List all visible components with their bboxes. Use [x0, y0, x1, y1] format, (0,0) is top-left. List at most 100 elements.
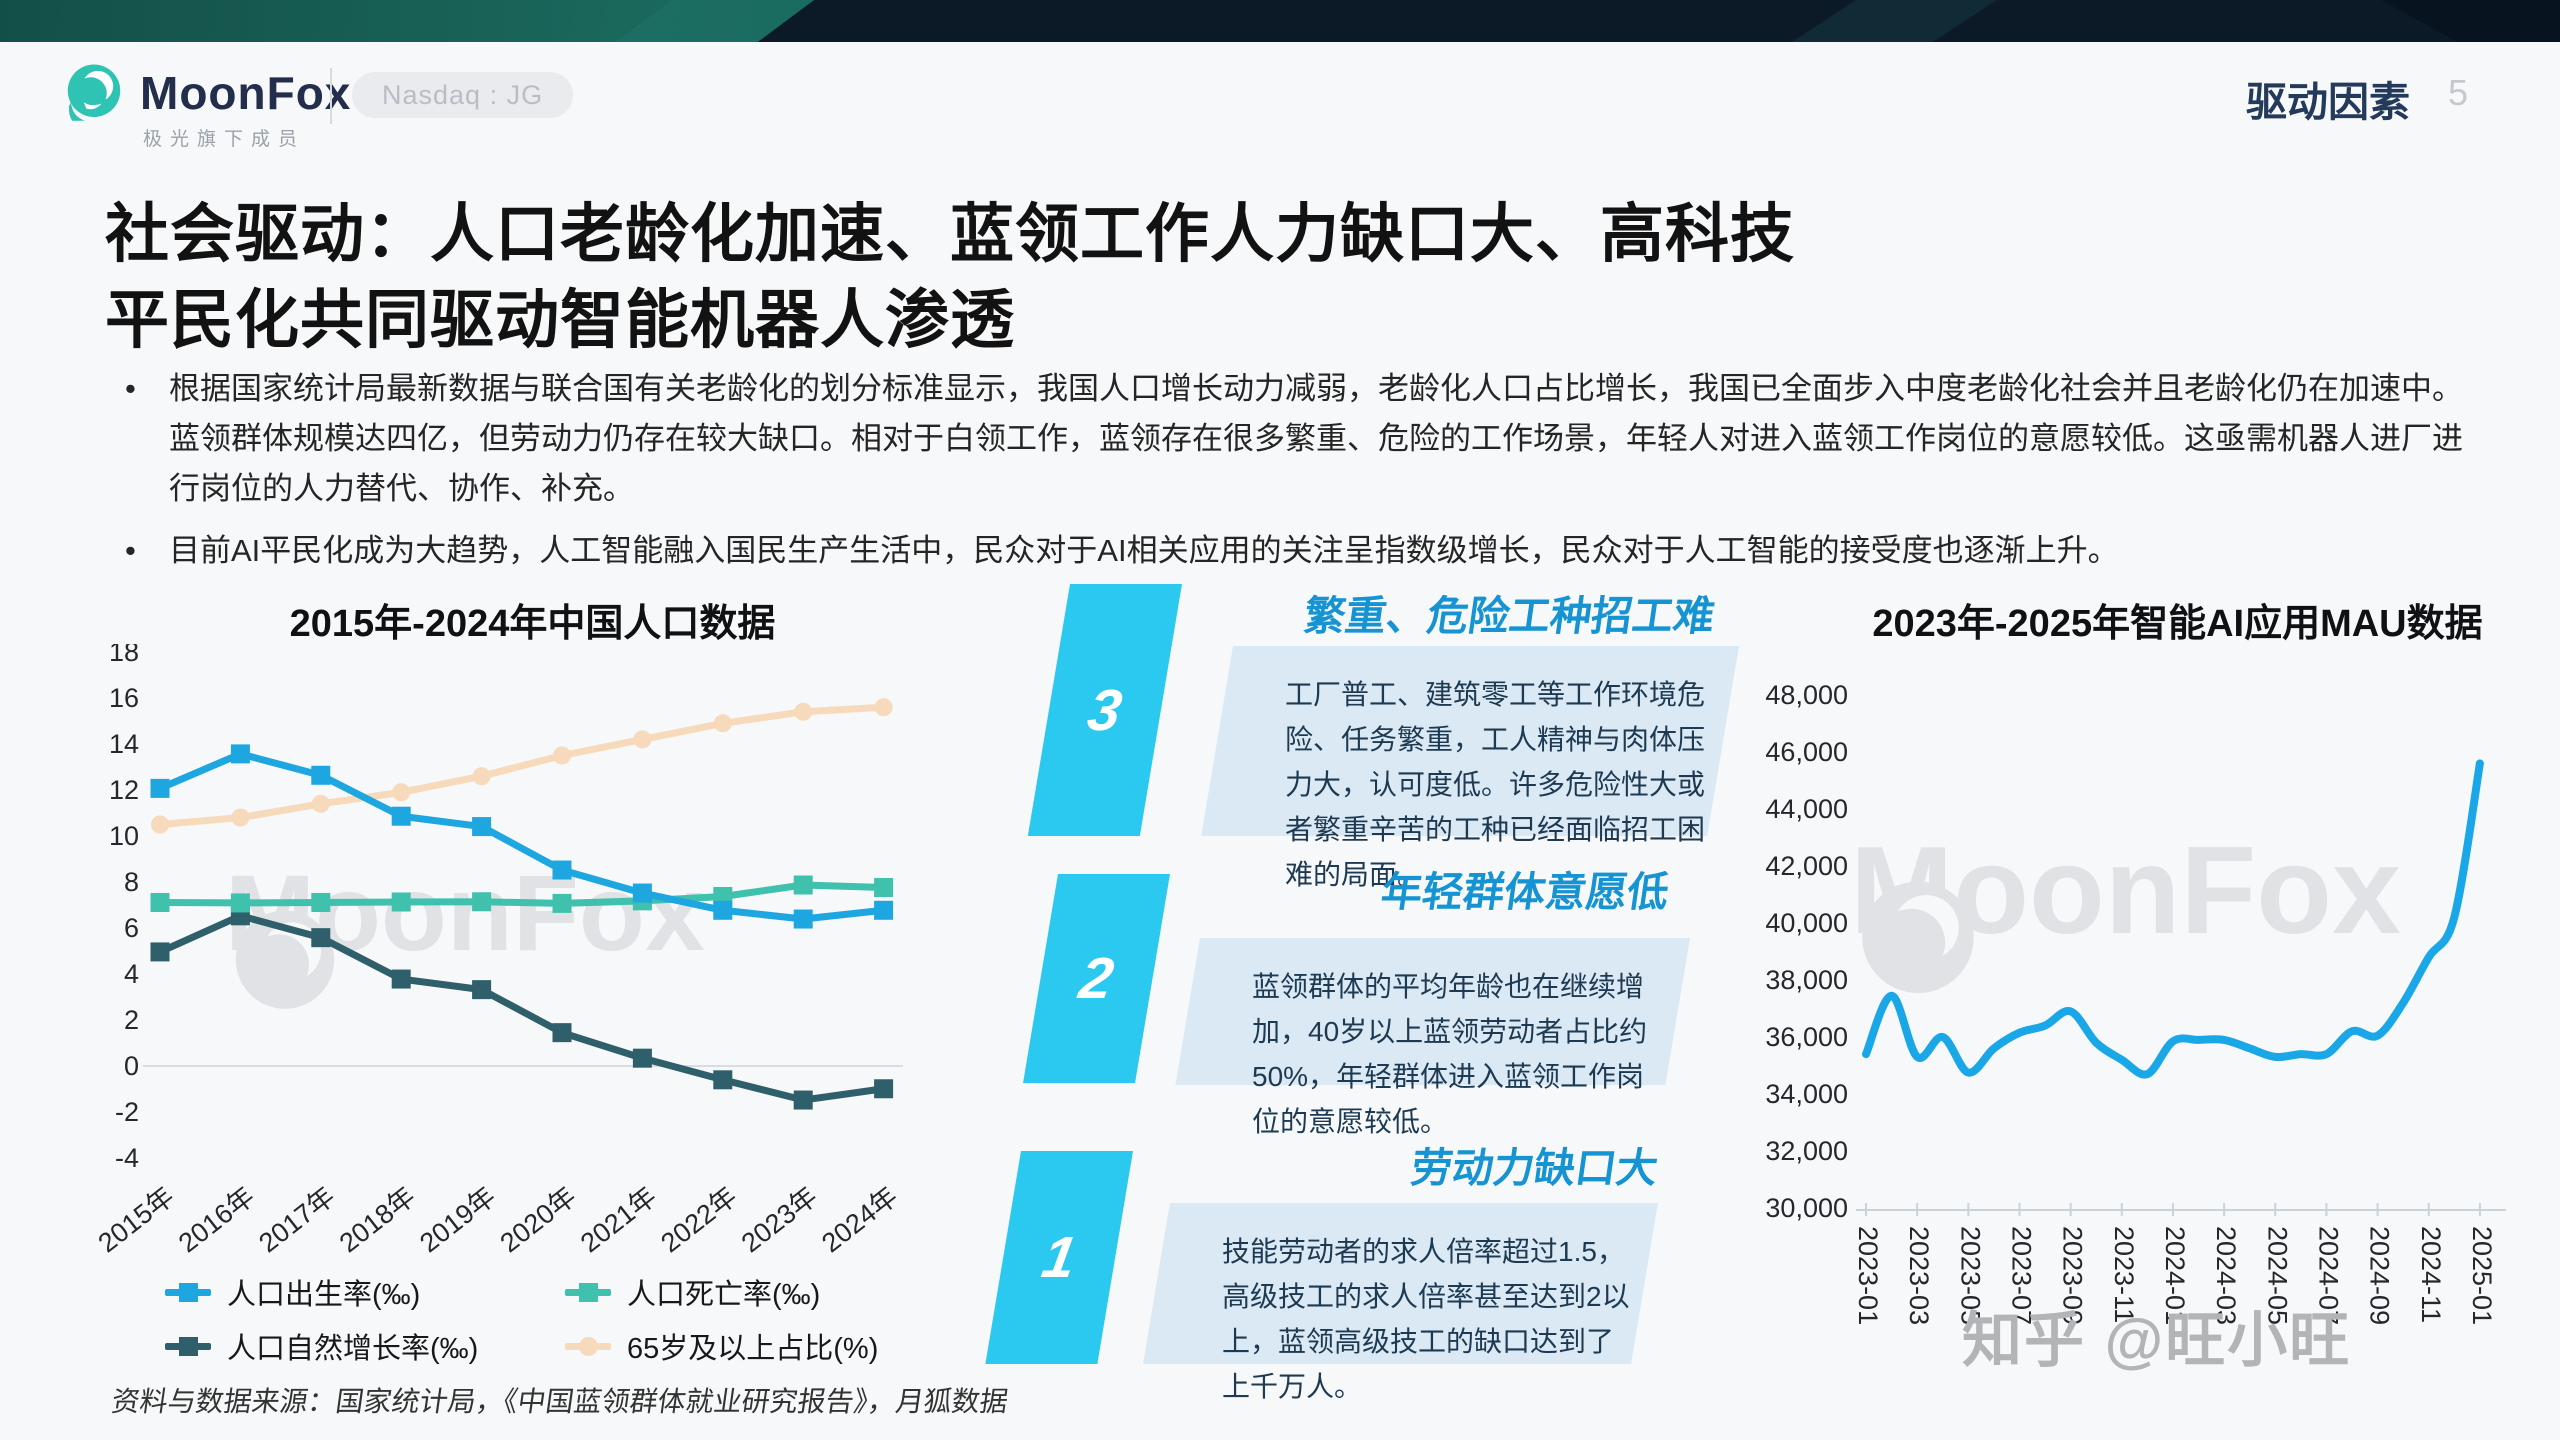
data-point [311, 928, 331, 948]
x-axis-tick-label: 2023-03 [1904, 1226, 1934, 1325]
mau-chart-title: 2023年-2025年智能AI应用MAU数据 [1872, 603, 2483, 645]
data-point [874, 878, 894, 898]
x-axis-tick-label: 2024年 [816, 1181, 903, 1258]
x-axis-tick-label: 2018年 [334, 1181, 421, 1258]
data-point [391, 892, 411, 912]
data-point [472, 892, 492, 912]
logo-subtext: 极光旗下成员 [143, 129, 306, 150]
data-point [391, 969, 411, 989]
x-axis-tick-label: 2023-07 [2006, 1226, 2036, 1325]
bullet-list: 根据国家统计局最新数据与联合国有关老龄化的划分标准显示，我国人口增长动力减弱，老… [105, 364, 2480, 588]
title-line-1: 社会驱动：人口老龄化加速、蓝领工作人力缺口大、高科技 [105, 197, 1795, 270]
x-axis-tick-label: 2024-11 [2416, 1226, 2446, 1323]
y-axis-tick-label: 32,000 [1765, 1136, 1848, 1166]
moonfox-watermark: MoonFox [1850, 820, 2401, 994]
x-axis-tick-label: 2020年 [495, 1181, 582, 1258]
data-point [633, 730, 652, 749]
data-point [713, 714, 732, 733]
driver-body-1-text: 技能劳动者的求人倍率超过1.5，高级技工的求人倍率甚至达到2以上，蓝领高级技工的… [1222, 1236, 1630, 1402]
legend-marker-shape [179, 1336, 198, 1356]
data-point [150, 892, 170, 912]
driver-body-2: 蓝领群体的平均年龄也在继续增加，40岁以上蓝领劳动者占比约50%，年轻群体进入蓝… [1175, 938, 1690, 1137]
legend-item: 65岁及以上占比(%) [565, 1328, 965, 1365]
legend-marker [165, 1336, 211, 1356]
y-axis-tick-label: 48,000 [1765, 680, 1848, 710]
driver-title-3-text: 繁重、危险工种招工难 [1301, 593, 1718, 639]
driver-title-3: 繁重、危险工种招工难 [1233, 582, 1717, 642]
data-point [311, 765, 331, 785]
data-point [230, 893, 250, 913]
legend-item: 人口死亡率(‰) [565, 1274, 965, 1311]
data-point [151, 815, 169, 834]
header-divider [330, 68, 332, 124]
driver-number-3: 3 [1027, 584, 1182, 836]
y-axis-tick-label: 14 [109, 729, 139, 759]
mau-chart: MoonFox 2023年-2025年智能AI应用MAU数据 48,000 46,… [1700, 592, 2535, 1402]
moonfox-watermark-icon [1862, 881, 1974, 994]
driver-body-1: 技能劳动者的求人倍率超过1.5，高级技工的求人倍率甚至达到2以上，蓝领高级技工的… [1143, 1203, 1658, 1402]
data-source-note: 资料与数据来源：国家统计局，《中国蓝领群体就业研究报告》，月狐数据 [110, 1380, 1010, 1420]
y-axis-tick-label: 40,000 [1765, 908, 1848, 938]
y-axis-tick-label: 34,000 [1765, 1079, 1848, 1109]
data-point [472, 767, 491, 786]
legend-label: 人口死亡率(‰) [627, 1279, 821, 1311]
data-point [230, 744, 250, 764]
y-axis-tick-label: 36,000 [1765, 1022, 1848, 1052]
legend-marker-shape [579, 1336, 598, 1356]
data-point [793, 1090, 813, 1110]
x-axis-tick-label: 2024-05 [2262, 1226, 2292, 1325]
series-line [158, 750, 884, 923]
driver-number-1: 1 [985, 1151, 1133, 1364]
mau-chart-plot: 48,000 46,000 44,000 42,000 40,000 38,000 36,0… [1765, 680, 2506, 1325]
legend-label: 人口自然增长率(‰) [227, 1333, 479, 1365]
data-point [713, 1070, 733, 1090]
legend-item: 人口出生率(‰) [165, 1274, 565, 1311]
x-axis-tick-label: 2024-03 [2211, 1226, 2241, 1325]
legend-label: 人口出生率(‰) [227, 1279, 421, 1311]
x-axis-tick-label: 2016年 [173, 1181, 260, 1258]
data-point [150, 942, 170, 962]
population-chart-plot: 181614121086420-2-42015年2016年2017年2018年2… [95, 644, 903, 1258]
nasdaq-badge: Nasdaq : JG [352, 72, 574, 118]
data-point [472, 817, 492, 837]
data-point [391, 806, 411, 826]
data-point [793, 909, 813, 929]
y-axis-tick-label: -2 [115, 1097, 139, 1127]
y-axis-tick-label: 42,000 [1765, 851, 1848, 881]
data-point [632, 1048, 652, 1068]
logo-wordmark: MoonFox [140, 67, 352, 119]
y-axis-tick-label: 6 [124, 913, 139, 943]
legend-marker [165, 1282, 211, 1302]
page-title: 社会驱动：人口老龄化加速、蓝领工作人力缺口大、高科技 平民化共同驱动智能机器人渗… [105, 191, 2475, 363]
y-axis-tick-label: 2 [124, 1005, 139, 1035]
data-point [552, 860, 572, 880]
population-chart: MoonFox 2015年-2024年中国人口数据 18 16 14 12 10 8 6 4 2… [95, 592, 940, 1412]
y-axis-tick-label: 16 [109, 683, 139, 713]
x-axis-tick-label: 2024-01 [2160, 1226, 2190, 1325]
data-point [472, 980, 492, 1000]
legend-marker-shape [579, 1282, 598, 1302]
x-axis-tick-label: 2023-01 [1853, 1226, 1883, 1325]
data-point [713, 900, 733, 920]
bullet-item: 目前AI平民化成为大趋势，人工智能融入国民生产生活中，民众对于AI相关应用的关注… [105, 526, 2480, 576]
credit-watermark: 知乎 @旺小旺 [1962, 1307, 2352, 1374]
top-banner [0, 0, 2560, 42]
bullet-item: 根据国家统计局最新数据与联合国有关老龄化的划分标准显示，我国人口增长动力减弱，老… [105, 364, 2480, 514]
data-point [311, 794, 330, 813]
data-point [794, 702, 813, 721]
series-line [158, 912, 885, 1104]
data-point [874, 1079, 894, 1099]
driver-title-2: 年轻群体意愿低 [1200, 858, 1671, 918]
x-axis-tick-label: 2021年 [575, 1181, 662, 1258]
x-axis-tick-label: 2025-01 [2467, 1226, 2497, 1325]
population-chart-title: 2015年-2024年中国人口数据 [289, 603, 776, 645]
data-point [150, 778, 170, 798]
population-chart-legend: 人口出生率(‰) 人口死亡率(‰) 人口自然增长率(‰) 65岁及以上占比(%) [165, 1274, 965, 1365]
x-axis-tick-label: 2015年 [95, 1181, 180, 1258]
x-axis-tick-label: 2024-09 [2365, 1226, 2395, 1325]
x-axis-tick-label: 2022年 [655, 1181, 742, 1258]
driver-body-3: 工厂普工、建筑零工等工作环境危险、任务繁重，工人精神与肉体压力大，认可度低。许多… [1201, 646, 1739, 890]
y-axis-tick-label: 38,000 [1765, 965, 1848, 995]
driver-title-2-text: 年轻群体意愿低 [1378, 869, 1672, 915]
